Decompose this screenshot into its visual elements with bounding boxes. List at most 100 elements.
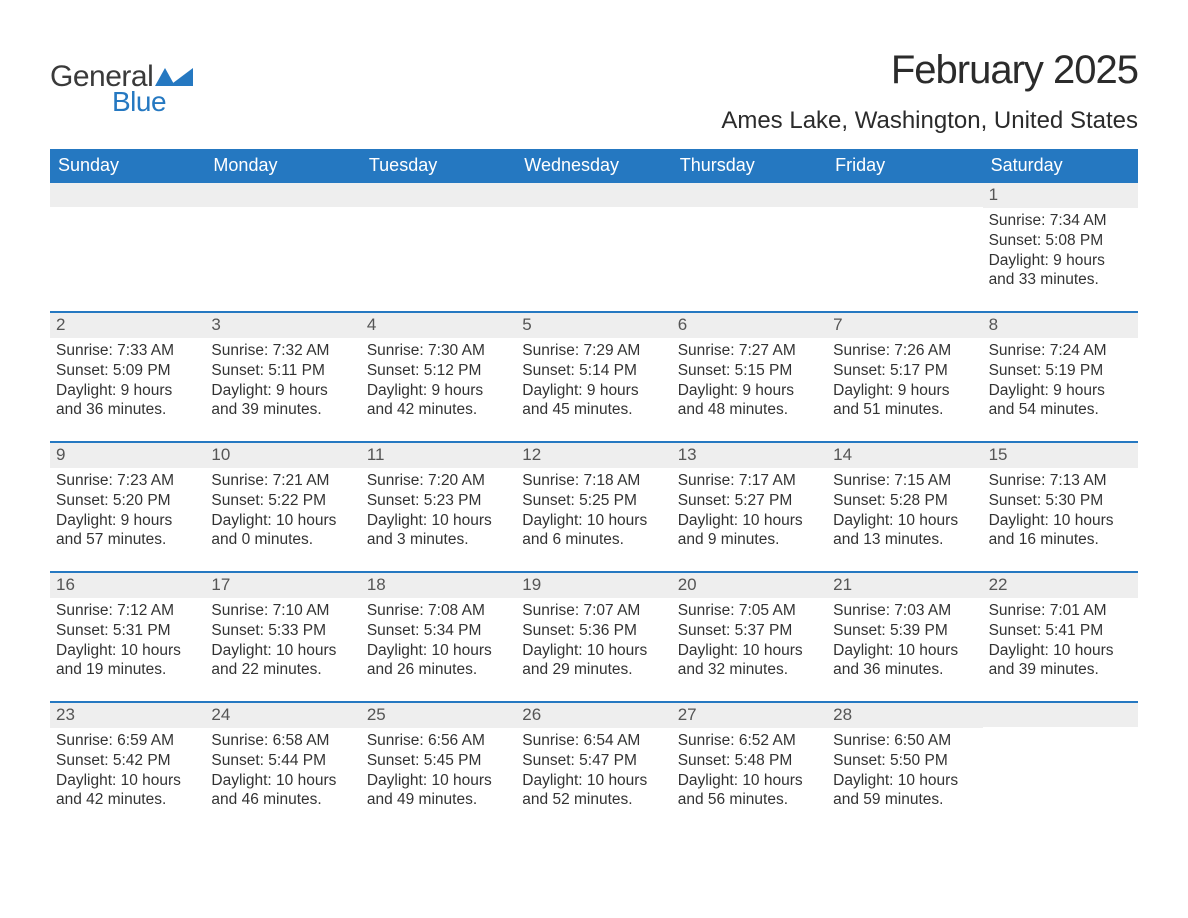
weeks-container: 1Sunrise: 7:34 AMSunset: 5:08 PMDaylight… (50, 183, 1138, 831)
sunrise-line: Sunrise: 7:24 AM (989, 341, 1132, 361)
day-cell: 15Sunrise: 7:13 AMSunset: 5:30 PMDayligh… (983, 443, 1138, 571)
sunrise-line: Sunrise: 7:18 AM (522, 471, 665, 491)
weekday-sunday: Sunday (50, 149, 205, 183)
daylight1-line: Daylight: 10 hours (833, 771, 976, 791)
day-details: Sunrise: 7:10 AMSunset: 5:33 PMDaylight:… (205, 598, 360, 686)
day-cell (983, 703, 1138, 831)
day-cell: 26Sunrise: 6:54 AMSunset: 5:47 PMDayligh… (516, 703, 671, 831)
sunrise-line: Sunrise: 7:01 AM (989, 601, 1132, 621)
daylight1-line: Daylight: 10 hours (678, 641, 821, 661)
daylight2-line: and 6 minutes. (522, 530, 665, 550)
day-details: Sunrise: 7:32 AMSunset: 5:11 PMDaylight:… (205, 338, 360, 426)
day-number: 27 (672, 703, 827, 728)
day-cell: 20Sunrise: 7:05 AMSunset: 5:37 PMDayligh… (672, 573, 827, 701)
day-details: Sunrise: 7:21 AMSunset: 5:22 PMDaylight:… (205, 468, 360, 556)
calendar: Sunday Monday Tuesday Wednesday Thursday… (50, 149, 1138, 831)
daylight2-line: and 22 minutes. (211, 660, 354, 680)
sunset-line: Sunset: 5:47 PM (522, 751, 665, 771)
daylight1-line: Daylight: 10 hours (678, 771, 821, 791)
day-number: 21 (827, 573, 982, 598)
sunrise-line: Sunrise: 7:08 AM (367, 601, 510, 621)
day-cell: 24Sunrise: 6:58 AMSunset: 5:44 PMDayligh… (205, 703, 360, 831)
day-cell (516, 183, 671, 311)
day-details: Sunrise: 6:52 AMSunset: 5:48 PMDaylight:… (672, 728, 827, 816)
daylight2-line: and 39 minutes. (989, 660, 1132, 680)
day-details: Sunrise: 6:54 AMSunset: 5:47 PMDaylight:… (516, 728, 671, 816)
daylight1-line: Daylight: 10 hours (989, 511, 1132, 531)
sunset-line: Sunset: 5:28 PM (833, 491, 976, 511)
day-number: 15 (983, 443, 1138, 468)
sunrise-line: Sunrise: 6:59 AM (56, 731, 199, 751)
weekday-tuesday: Tuesday (361, 149, 516, 183)
sunrise-line: Sunrise: 7:34 AM (989, 211, 1132, 231)
daylight2-line: and 32 minutes. (678, 660, 821, 680)
sunrise-line: Sunrise: 7:05 AM (678, 601, 821, 621)
sunrise-line: Sunrise: 6:56 AM (367, 731, 510, 751)
day-details: Sunrise: 7:17 AMSunset: 5:27 PMDaylight:… (672, 468, 827, 556)
daylight2-line: and 52 minutes. (522, 790, 665, 810)
sunset-line: Sunset: 5:19 PM (989, 361, 1132, 381)
daylight2-line: and 54 minutes. (989, 400, 1132, 420)
day-details: Sunrise: 7:05 AMSunset: 5:37 PMDaylight:… (672, 598, 827, 686)
daylight1-line: Daylight: 10 hours (367, 641, 510, 661)
sunset-line: Sunset: 5:39 PM (833, 621, 976, 641)
daylight1-line: Daylight: 10 hours (522, 641, 665, 661)
daylight1-line: Daylight: 10 hours (522, 771, 665, 791)
daylight2-line: and 59 minutes. (833, 790, 976, 810)
day-details: Sunrise: 7:23 AMSunset: 5:20 PMDaylight:… (50, 468, 205, 556)
sunset-line: Sunset: 5:45 PM (367, 751, 510, 771)
daylight1-line: Daylight: 10 hours (211, 641, 354, 661)
sunset-line: Sunset: 5:34 PM (367, 621, 510, 641)
day-number: 10 (205, 443, 360, 468)
day-number (50, 183, 205, 207)
day-number: 14 (827, 443, 982, 468)
daylight2-line: and 42 minutes. (367, 400, 510, 420)
day-cell: 4Sunrise: 7:30 AMSunset: 5:12 PMDaylight… (361, 313, 516, 441)
sunrise-line: Sunrise: 7:12 AM (56, 601, 199, 621)
daylight2-line: and 19 minutes. (56, 660, 199, 680)
day-details: Sunrise: 6:56 AMSunset: 5:45 PMDaylight:… (361, 728, 516, 816)
day-number: 13 (672, 443, 827, 468)
daylight2-line: and 33 minutes. (989, 270, 1132, 290)
sunset-line: Sunset: 5:08 PM (989, 231, 1132, 251)
day-number: 7 (827, 313, 982, 338)
day-cell: 10Sunrise: 7:21 AMSunset: 5:22 PMDayligh… (205, 443, 360, 571)
daylight2-line: and 51 minutes. (833, 400, 976, 420)
day-number: 28 (827, 703, 982, 728)
day-cell: 27Sunrise: 6:52 AMSunset: 5:48 PMDayligh… (672, 703, 827, 831)
day-number: 18 (361, 573, 516, 598)
day-cell: 13Sunrise: 7:17 AMSunset: 5:27 PMDayligh… (672, 443, 827, 571)
day-details: Sunrise: 7:01 AMSunset: 5:41 PMDaylight:… (983, 598, 1138, 686)
sunset-line: Sunset: 5:33 PM (211, 621, 354, 641)
day-number: 23 (50, 703, 205, 728)
day-details: Sunrise: 7:15 AMSunset: 5:28 PMDaylight:… (827, 468, 982, 556)
day-details: Sunrise: 7:18 AMSunset: 5:25 PMDaylight:… (516, 468, 671, 556)
day-number (672, 183, 827, 207)
daylight2-line: and 9 minutes. (678, 530, 821, 550)
daylight2-line: and 26 minutes. (367, 660, 510, 680)
sunset-line: Sunset: 5:36 PM (522, 621, 665, 641)
weekday-saturday: Saturday (983, 149, 1138, 183)
day-number: 6 (672, 313, 827, 338)
sunrise-line: Sunrise: 7:30 AM (367, 341, 510, 361)
day-number: 2 (50, 313, 205, 338)
daylight2-line: and 49 minutes. (367, 790, 510, 810)
day-number: 5 (516, 313, 671, 338)
day-cell (205, 183, 360, 311)
day-details: Sunrise: 7:20 AMSunset: 5:23 PMDaylight:… (361, 468, 516, 556)
logo-text-blue: Blue (112, 86, 193, 118)
daylight1-line: Daylight: 9 hours (211, 381, 354, 401)
daylight1-line: Daylight: 9 hours (56, 381, 199, 401)
daylight1-line: Daylight: 9 hours (989, 381, 1132, 401)
location: Ames Lake, Washington, United States (721, 107, 1138, 135)
day-number: 4 (361, 313, 516, 338)
daylight1-line: Daylight: 10 hours (833, 511, 976, 531)
sunrise-line: Sunrise: 7:26 AM (833, 341, 976, 361)
daylight1-line: Daylight: 9 hours (56, 511, 199, 531)
day-details: Sunrise: 6:59 AMSunset: 5:42 PMDaylight:… (50, 728, 205, 816)
week-row: 1Sunrise: 7:34 AMSunset: 5:08 PMDaylight… (50, 183, 1138, 311)
day-number: 24 (205, 703, 360, 728)
daylight1-line: Daylight: 10 hours (56, 771, 199, 791)
daylight1-line: Daylight: 10 hours (989, 641, 1132, 661)
weekday-monday: Monday (205, 149, 360, 183)
